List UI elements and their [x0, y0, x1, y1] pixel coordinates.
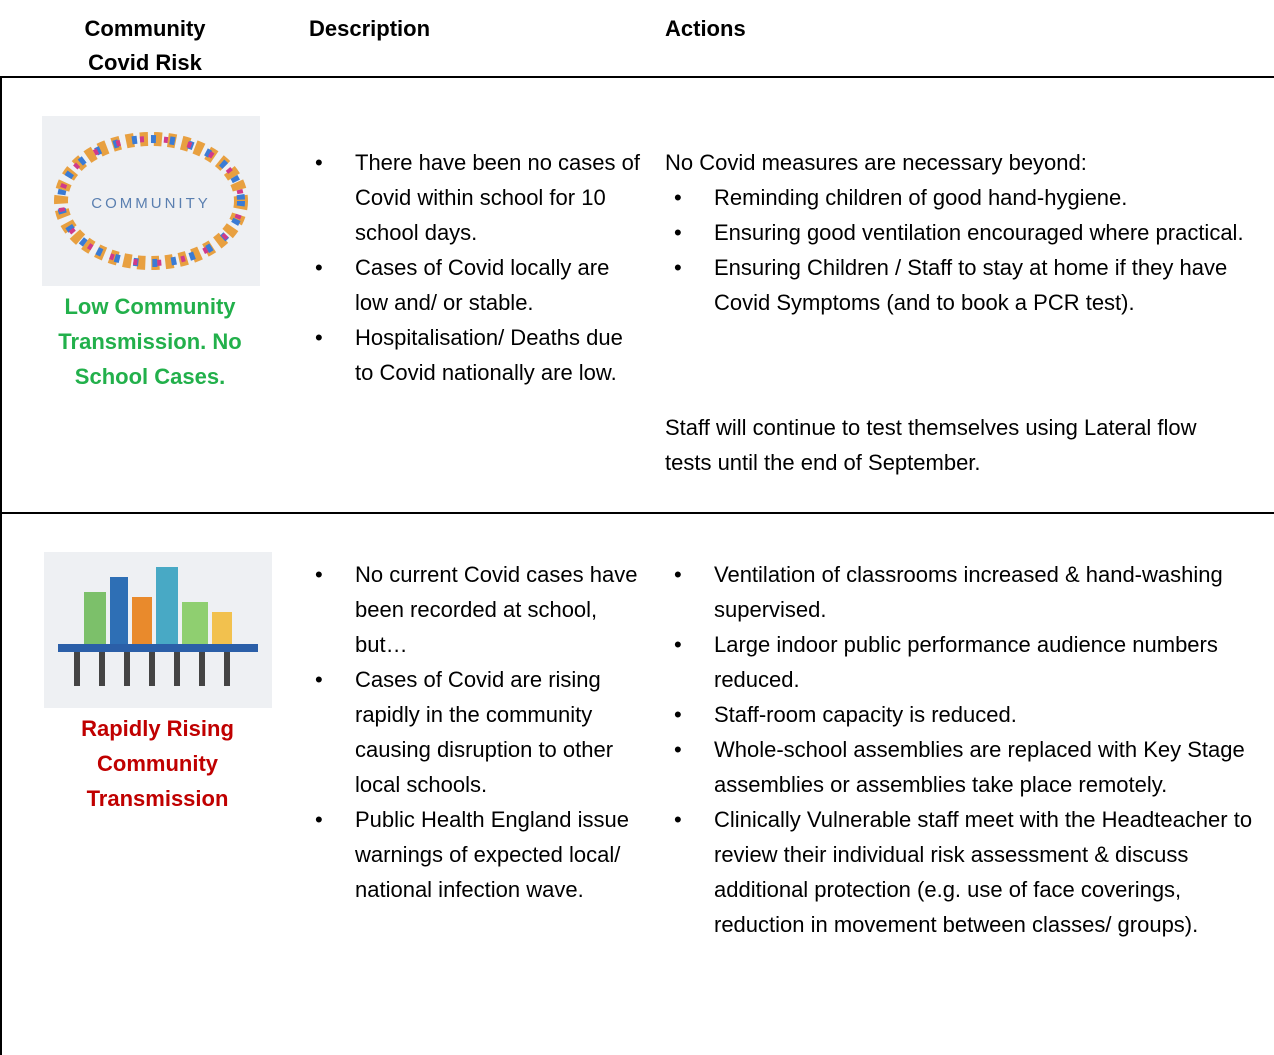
risk-level: Low Community Transmission. No School Ca…: [58, 294, 242, 389]
action-item: Large indoor public performance audience…: [674, 627, 1264, 697]
actions-list: Reminding children of good hand-hygiene.…: [674, 180, 1264, 320]
column-header: Actions: [665, 16, 746, 41]
community-image: [44, 552, 272, 708]
risk-level: Rapidly Rising Community Transmission: [81, 716, 234, 811]
row-border: [0, 76, 1274, 78]
actions-intro: No Covid measures are necessary beyond:: [665, 150, 1087, 175]
action-item: Ensuring Children / Staff to stay at hom…: [674, 250, 1264, 320]
description-item: Cases of Covid are rising rapidly in the…: [315, 662, 640, 802]
description-list: There have been no cases of Covid within…: [315, 145, 640, 390]
row-border: [0, 512, 1274, 514]
action-item: Ventilation of classrooms increased & ha…: [674, 557, 1264, 627]
image-text: COMMUNITY: [91, 195, 211, 212]
description-item: There have been no cases of Covid within…: [315, 145, 640, 250]
actions-note: Staff will continue to test themselves u…: [665, 415, 1197, 475]
action-item: Whole-school assemblies are replaced wit…: [674, 732, 1264, 802]
actions-list: Ventilation of classrooms increased & ha…: [674, 557, 1264, 942]
action-item: Ensuring good ventilation encouraged whe…: [674, 215, 1264, 250]
description-item: Public Health England issue warnings of …: [315, 802, 640, 907]
description-list: No current Covid cases have been recorde…: [315, 557, 640, 907]
action-item: Reminding children of good hand-hygiene.: [674, 180, 1264, 215]
description-item: Hospitalisation/ Deaths due to Covid nat…: [315, 320, 640, 390]
community-image: COMMUNITY: [42, 116, 260, 286]
column-header: Community Covid Risk: [84, 16, 206, 75]
description-item: No current Covid cases have been recorde…: [315, 557, 640, 662]
table-border: [0, 76, 2, 1055]
action-item: Staff-room capacity is reduced.: [674, 697, 1264, 732]
description-item: Cases of Covid locally are low and/ or s…: [315, 250, 640, 320]
column-header: Description: [309, 16, 431, 41]
action-item: Clinically Vulnerable staff meet with th…: [674, 802, 1264, 942]
